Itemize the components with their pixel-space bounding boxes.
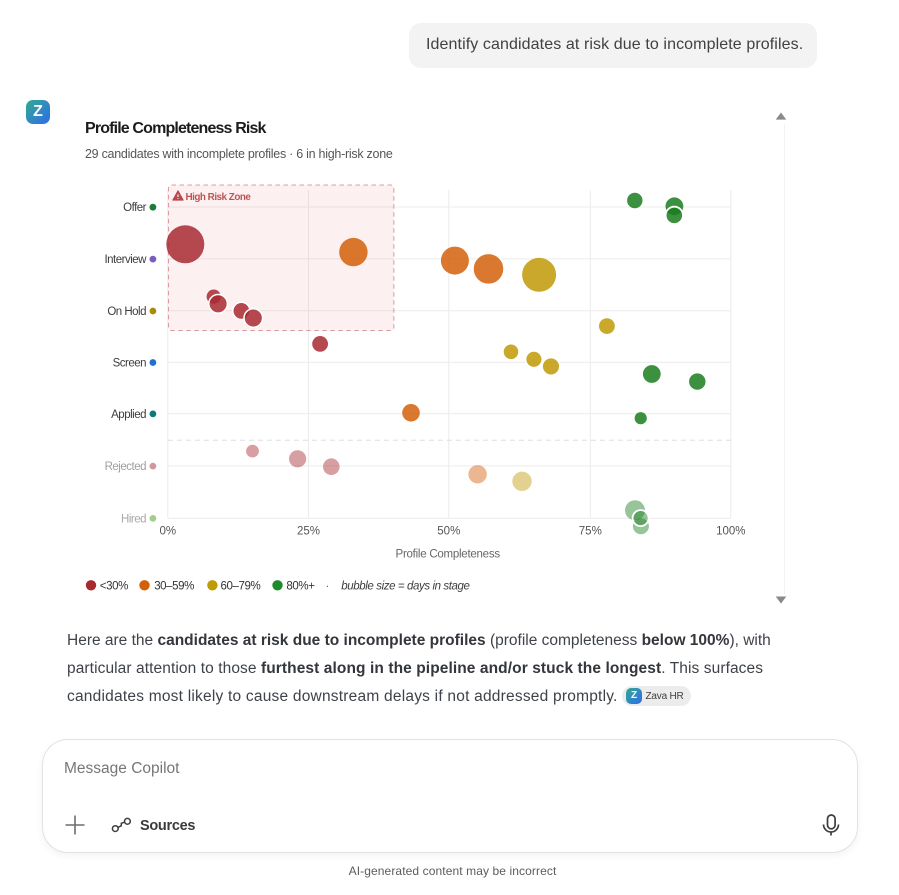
svg-text:Screen: Screen <box>113 358 147 370</box>
svg-text:bubble size = days in stage: bubble size = days in stage <box>341 581 469 593</box>
svg-text:Hired: Hired <box>121 513 146 525</box>
svg-text:Applied: Applied <box>111 409 146 421</box>
svg-text:100%: 100% <box>716 526 745 538</box>
svg-text:High Risk Zone: High Risk Zone <box>186 192 252 203</box>
svg-text:50%: 50% <box>437 526 460 538</box>
svg-text:80%+: 80%+ <box>286 581 315 593</box>
svg-text:Interview: Interview <box>104 254 147 266</box>
svg-text:75%: 75% <box>579 526 602 538</box>
svg-text:<30%: <30% <box>100 581 128 593</box>
svg-text:25%: 25% <box>297 526 320 538</box>
svg-text:60–79%: 60–79% <box>221 581 261 593</box>
svg-text:0%: 0% <box>159 526 176 538</box>
svg-text:On Hold: On Hold <box>107 306 146 318</box>
svg-text:·: · <box>326 581 329 593</box>
svg-text:Offer: Offer <box>123 202 147 214</box>
svg-text:Rejected: Rejected <box>105 461 146 473</box>
svg-text:Profile Completeness: Profile Completeness <box>396 549 501 561</box>
svg-text:30–59%: 30–59% <box>154 581 194 593</box>
